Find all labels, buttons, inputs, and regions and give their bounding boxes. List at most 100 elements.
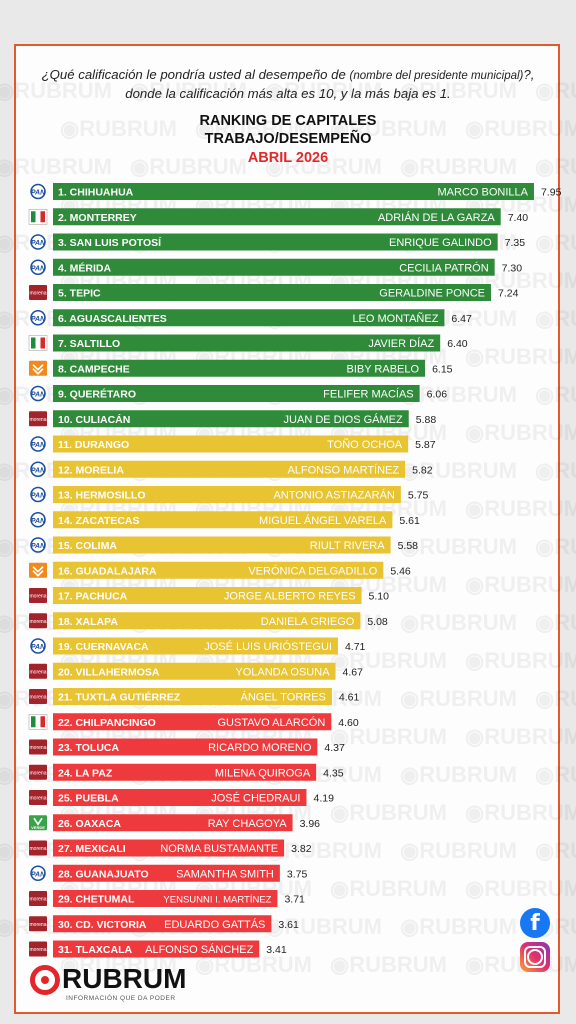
bar-mayor-label: MARCO BONILLA <box>438 187 529 199</box>
morena-logo-icon: morena <box>29 790 47 805</box>
bar-mayor-label: BIBY RABELO <box>347 363 420 375</box>
bar-rank-label: 6. AGUASCALIENTES <box>58 313 167 325</box>
bar <box>53 738 318 756</box>
bar-value-label: 7.40 <box>508 212 529 224</box>
svg-text:VERDE: VERDE <box>31 825 45 830</box>
bar-rank-label: 14. ZACATECAS <box>58 515 139 527</box>
bar-rank-label: 13. HERMOSILLO <box>58 490 146 502</box>
bar-rank-label: 20. VILLAHERMOSA <box>58 666 160 678</box>
bar-rank-label: 23. TOLUCA <box>58 742 119 754</box>
bar <box>53 208 501 226</box>
chart-period: ABRIL 2026 <box>247 150 329 166</box>
bar-value-label: 3.96 <box>300 818 321 830</box>
bar-value-label: 5.61 <box>399 515 420 527</box>
pri-logo-icon <box>28 714 48 730</box>
bar <box>53 839 285 857</box>
svg-text:PAN: PAN <box>31 190 46 197</box>
bar <box>53 258 495 276</box>
bar-mayor-label: CECILIA PATRÓN <box>399 261 489 274</box>
rubrum-logo-icon <box>30 965 60 995</box>
bar <box>53 915 272 933</box>
bar-mayor-label: DANIELA GRIEGO <box>261 616 355 628</box>
bar <box>53 612 361 630</box>
morena-logo-icon: morena <box>29 613 47 629</box>
bar-rank-label: 24. LA PAZ <box>58 767 113 779</box>
bar <box>53 460 406 478</box>
pri-logo-icon <box>28 335 48 351</box>
instagram-icon[interactable] <box>520 942 550 972</box>
question-paren: (nombre del presidente municipal) <box>349 70 524 82</box>
bar-rank-label: 7. SALTILLO <box>58 338 120 350</box>
mc-logo-icon <box>29 562 47 578</box>
bar-mayor-label: TOÑO OCHOA <box>327 438 403 451</box>
bar <box>53 814 293 832</box>
bar-mayor-label: JORGE ALBERTO REYES <box>224 591 356 603</box>
bar-value-label: 5.58 <box>398 540 419 552</box>
bar-mayor-label: VERÓNICA DELGADILLO <box>248 564 377 577</box>
svg-text:PAN: PAN <box>31 644 46 651</box>
bar <box>53 536 391 554</box>
bar-rank-label: 19. CUERNAVACA <box>58 641 149 653</box>
bar <box>53 662 336 680</box>
bar <box>53 713 332 731</box>
bar-value-label: 7.35 <box>505 237 526 249</box>
bar-mayor-label: GUSTAVO ALARCÓN <box>218 716 326 729</box>
svg-text:PAN: PAN <box>31 518 46 525</box>
morena-logo-icon: morena <box>29 411 47 427</box>
rubrum-tagline: INFORMACIÓN QUE DA PODER <box>66 995 176 1002</box>
bar <box>53 890 278 907</box>
bar <box>53 940 260 958</box>
svg-text:PAN: PAN <box>31 392 46 399</box>
bar <box>53 763 317 781</box>
bar-value-label: 4.19 <box>313 793 334 805</box>
svg-text:morena: morena <box>30 669 47 675</box>
bar-mayor-label: YOLANDA OSUNA <box>235 666 330 678</box>
pan-logo-icon: PAN <box>29 436 47 452</box>
morena-logo-icon: morena <box>29 739 47 755</box>
bar-mayor-label: RICARDO MORENO <box>208 742 312 754</box>
bar <box>53 183 534 200</box>
morena-logo-icon: morena <box>29 891 47 906</box>
bar-mayor-label: ADRIÁN DE LA GARZA <box>378 211 495 224</box>
morena-logo-icon: morena <box>29 285 47 300</box>
bar-mayor-label: YENSUNNI I. MARTÍNEZ <box>163 895 271 906</box>
bar-rank-label: 15. COLIMA <box>58 540 117 552</box>
bar-value-label: 4.67 <box>343 666 364 678</box>
morena-logo-icon: morena <box>29 663 47 679</box>
pan-logo-icon: PAN <box>29 865 47 881</box>
bar-mayor-label: ANTONIO ASTIAZARÁN <box>273 489 394 502</box>
svg-text:PAN: PAN <box>31 871 46 878</box>
bar-mayor-label: NORMA BUSTAMANTE <box>160 843 278 855</box>
bar-value-label: 7.95 <box>541 187 562 199</box>
question-part2: ?, donde la calificación más alta es 10,… <box>125 67 535 101</box>
pan-logo-icon: PAN <box>29 234 47 250</box>
svg-text:morena: morena <box>30 291 47 297</box>
pan-logo-icon: PAN <box>29 537 47 553</box>
bar-mayor-label: FELIFER MACÍAS <box>323 388 413 401</box>
pri-logo-icon <box>28 209 48 225</box>
svg-text:PAN: PAN <box>31 467 46 474</box>
svg-text:PAN: PAN <box>31 493 46 500</box>
bar <box>53 789 307 806</box>
bar <box>53 637 338 655</box>
rubrum-logo: RUBRUM INFORMACIÓN QUE DA PODER <box>30 963 190 1007</box>
bar-mayor-label: JOSÉ CHEDRAUI <box>211 792 300 805</box>
bar <box>53 435 409 453</box>
bar <box>53 486 401 503</box>
pan-logo-icon: PAN <box>29 310 47 326</box>
bar-value-label: 4.71 <box>345 641 366 653</box>
morena-logo-icon: morena <box>29 689 47 704</box>
facebook-icon[interactable]: f <box>520 908 550 938</box>
pvem-logo-icon: VERDE <box>29 815 47 831</box>
pan-logo-icon: PAN <box>29 461 47 477</box>
bar-rank-label: 17. PACHUCA <box>58 591 128 603</box>
svg-text:morena: morena <box>30 417 47 423</box>
pan-logo-icon: PAN <box>29 259 47 275</box>
bar-value-label: 5.10 <box>369 591 390 603</box>
bar-mayor-label: JAVIER DÍAZ <box>368 337 434 350</box>
svg-text:morena: morena <box>30 745 47 751</box>
bar <box>53 410 409 428</box>
bar-value-label: 6.06 <box>427 389 448 401</box>
bar-value-label: 3.75 <box>287 868 308 880</box>
